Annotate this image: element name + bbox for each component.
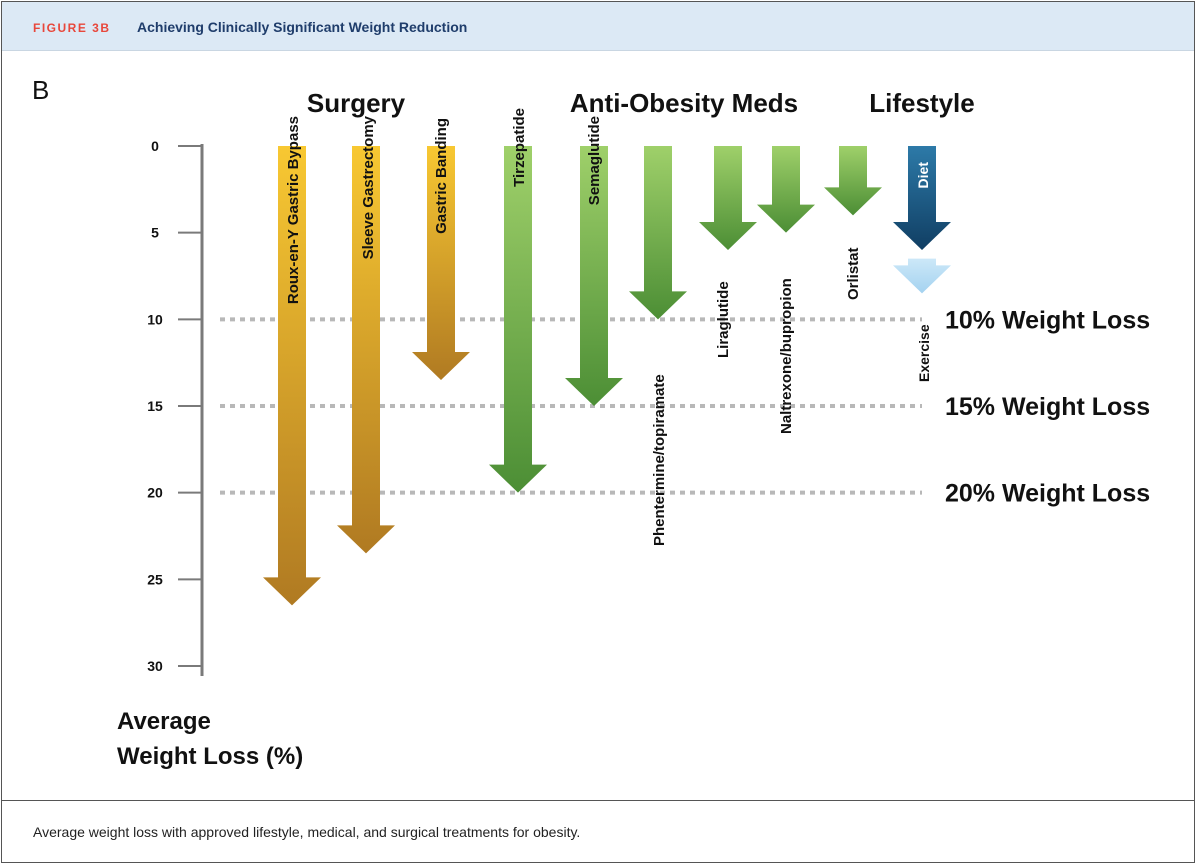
y-axis-label-line-1: Average <box>117 708 211 735</box>
y-tick-label: 0 <box>151 138 159 154</box>
y-axis-label-line-2: Weight Loss (%) <box>117 743 303 770</box>
bar-roux-en-y-gastric-bypass <box>263 146 321 606</box>
group-title-anti-obesity-meds: Anti-Obesity Meds <box>570 88 798 118</box>
caption-box: Average weight loss with approved lifest… <box>2 800 1194 864</box>
figure-label: FIGURE 3B <box>33 21 111 35</box>
y-tick-label: 5 <box>151 225 159 241</box>
bar-tirzepatide <box>489 146 547 493</box>
bar-label-semaglutide: Semaglutide <box>586 116 603 205</box>
y-tick-label: 15 <box>147 398 163 414</box>
bar-liraglutide <box>699 146 757 250</box>
bar-label-sleeve-gastrectomy: Sleeve Gastrectomy <box>360 115 377 259</box>
weight-loss-chart: 0 5 10 15 20 25 30 B Surgery Anti-Obesity Meds Li… <box>32 75 1150 770</box>
figure-header: FIGURE 3B Achieving Clinically Significa… <box>2 2 1194 51</box>
figure-title: Achieving Clinically Significant Weight … <box>137 19 468 35</box>
bar-label-phentermine-topiramate: Phentermine/topiramate <box>651 374 668 546</box>
reference-label-10: 10% Weight Loss <box>945 306 1150 334</box>
reference-label-15: 15% Weight Loss <box>945 393 1150 421</box>
bar-sleeve-gastrectomy <box>337 146 395 554</box>
bar-label-gastric-banding: Gastric Banding <box>433 118 450 234</box>
y-tick-label: 10 <box>147 311 163 327</box>
bar-semaglutide <box>565 146 623 406</box>
bar-phentermine-topiramate <box>629 146 687 320</box>
bar-label-diet: Diet <box>915 162 931 189</box>
y-tick-label: 25 <box>147 571 163 587</box>
bar-gastric-banding <box>412 146 470 380</box>
bar-exercise <box>893 258 951 294</box>
group-title-surgery: Surgery <box>307 88 406 118</box>
bar-naltrexone-bupropion <box>757 146 815 233</box>
bar-label-tirzepatide: Tirzepatide <box>511 108 528 187</box>
bar-diet <box>893 146 951 250</box>
bar-label-roux-en-y-gastric-bypass: Roux-en-Y Gastric Bypass <box>285 116 302 304</box>
bar-orlistat <box>824 146 882 216</box>
reference-label-20: 20% Weight Loss <box>945 480 1150 508</box>
bar-label-orlistat: Orlistat <box>845 247 862 300</box>
bar-label-exercise: Exercise <box>916 324 932 382</box>
chart-area: 0 5 10 15 20 25 30 B Surgery Anti-Obesity Meds Li… <box>2 50 1194 800</box>
y-tick-label: 20 <box>147 485 163 501</box>
figure-caption: Average weight loss with approved lifest… <box>33 824 581 840</box>
bar-label-liraglutide: Liraglutide <box>715 281 732 358</box>
panel-label: B <box>32 75 49 105</box>
y-tick-label: 30 <box>147 658 163 674</box>
bar-label-naltrexone-bupropion: Naltrexone/bupropion <box>778 278 795 434</box>
group-title-lifestyle: Lifestyle <box>869 88 975 118</box>
